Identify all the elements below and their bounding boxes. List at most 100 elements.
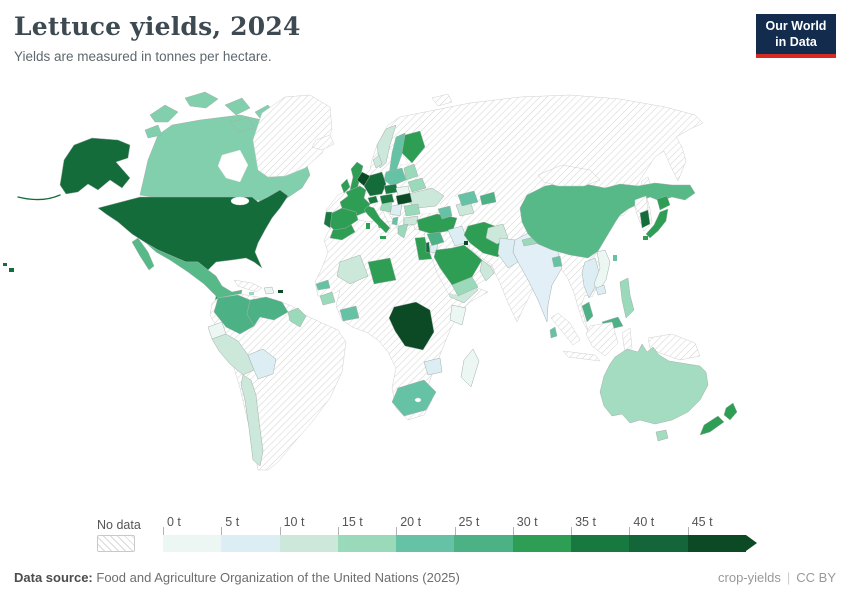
country-guinea[interactable] — [319, 291, 336, 306]
country-taiwan[interactable] — [613, 255, 617, 261]
country-chile[interactable] — [240, 374, 264, 467]
legend-segment[interactable] — [454, 535, 513, 552]
country-denmark[interactable] — [372, 154, 383, 169]
country-jamaica[interactable] — [249, 292, 254, 295]
country-oman[interactable] — [479, 259, 495, 282]
country-cambodia[interactable] — [595, 284, 607, 296]
country-mongolia[interactable] — [537, 164, 601, 187]
country-uzbekistan[interactable] — [457, 190, 479, 207]
hawaii-island[interactable] — [9, 268, 14, 272]
country-greece[interactable] — [397, 223, 409, 239]
legend-segment[interactable] — [571, 535, 630, 552]
legend-tick-mark — [629, 527, 631, 535]
footer-links: crop-yields | CC BY — [718, 570, 836, 585]
country-netherlands-belgium[interactable] — [356, 171, 371, 187]
legend-tick-mark — [512, 527, 514, 535]
svalbard[interactable] — [431, 93, 453, 107]
country-kenya[interactable] — [449, 304, 467, 326]
legend-segment[interactable] — [279, 535, 338, 552]
country-niger[interactable] — [367, 257, 397, 285]
country-czechia[interactable] — [383, 183, 399, 195]
country-hungary[interactable] — [395, 192, 413, 206]
country-sri-lanka[interactable] — [549, 326, 558, 339]
footer-license[interactable]: CC BY — [796, 570, 836, 585]
hawaii[interactable] — [3, 263, 7, 266]
country-guyana-suriname[interactable] — [287, 307, 307, 328]
country-senegal[interactable] — [315, 279, 331, 291]
legend-segment[interactable] — [512, 535, 572, 552]
legend-tick-mark — [163, 527, 164, 535]
hudson-bay — [217, 149, 249, 183]
baja-california[interactable] — [131, 237, 155, 271]
country-mexico[interactable] — [145, 242, 243, 304]
sicily[interactable] — [380, 236, 386, 239]
country-norway[interactable] — [376, 124, 397, 169]
legend-segment[interactable] — [396, 535, 455, 552]
country-switzerland[interactable] — [367, 195, 379, 205]
country-japan-kyushu[interactable] — [643, 236, 648, 240]
country-new-zealand-south[interactable] — [699, 415, 725, 436]
country-australia[interactable] — [599, 343, 709, 425]
country-madagascar[interactable] — [460, 348, 480, 388]
country-japan-hokkaido[interactable] — [656, 195, 671, 211]
indonesia-no-data-region[interactable] — [550, 312, 701, 362]
country-syria-lebanon[interactable] — [426, 231, 445, 247]
country-philippines[interactable] — [619, 277, 635, 319]
country-dr-congo[interactable] — [388, 301, 435, 351]
world-map-svg[interactable] — [0, 85, 850, 507]
no-data-swatch[interactable] — [97, 535, 135, 552]
country-mali[interactable] — [336, 254, 369, 285]
country-finland[interactable] — [401, 130, 426, 164]
country-croatia-slovenia[interactable] — [379, 201, 393, 213]
country-romania[interactable] — [403, 203, 421, 217]
country-albania[interactable] — [391, 216, 399, 226]
sardinia[interactable] — [366, 223, 370, 229]
country-cote-divoire-ghana[interactable] — [339, 305, 360, 322]
country-venezuela[interactable] — [246, 296, 289, 327]
country-new-zealand-north[interactable] — [723, 402, 738, 421]
country-china[interactable] — [519, 181, 696, 259]
country-united-states[interactable] — [97, 189, 289, 271]
country-belarus[interactable] — [407, 177, 427, 193]
country-portugal[interactable] — [323, 211, 333, 229]
country-serbia-bosnia[interactable] — [389, 203, 403, 217]
country-cuba[interactable] — [233, 279, 263, 293]
country-south-africa[interactable] — [391, 379, 437, 417]
country-south-korea[interactable] — [639, 209, 651, 229]
country-thailand[interactable] — [581, 257, 600, 299]
country-kuwait[interactable] — [464, 241, 468, 245]
country-alaska[interactable] — [59, 137, 131, 195]
legend-segment[interactable] — [337, 535, 397, 552]
legend-tick-mark — [279, 527, 281, 535]
country-austria[interactable] — [379, 193, 395, 205]
country-japan-honshu[interactable] — [645, 208, 669, 239]
legend-color-bar[interactable] — [163, 535, 746, 552]
country-greenland[interactable] — [252, 94, 333, 178]
country-italy[interactable] — [363, 205, 391, 234]
country-ireland[interactable] — [340, 178, 351, 194]
country-hispaniola[interactable] — [263, 286, 275, 295]
country-iceland[interactable] — [311, 134, 335, 151]
country-zimbabwe[interactable] — [423, 357, 443, 376]
country-saudi-arabia[interactable] — [433, 244, 483, 286]
country-kyrgyzstan[interactable] — [479, 191, 497, 206]
legend-tick-label: 45 t — [691, 515, 713, 529]
country-yemen[interactable] — [451, 276, 479, 297]
map-legend: No data 0 t 5 t 10 t 15 t 20 t 25 t 30 t 35 t 40… — [0, 512, 850, 560]
legend-segment[interactable] — [629, 535, 688, 552]
legend-segment[interactable] — [687, 535, 746, 552]
legend-segment[interactable] — [163, 535, 222, 552]
country-bolivia[interactable] — [247, 348, 277, 380]
country-baltic-states[interactable] — [403, 163, 419, 181]
country-caucasus[interactable] — [437, 205, 453, 220]
chart-footer: Data source: Food and Agriculture Organi… — [14, 570, 836, 585]
country-bangladesh[interactable] — [551, 255, 563, 268]
tasmania[interactable] — [655, 429, 669, 442]
country-bulgaria[interactable] — [403, 215, 419, 227]
world-map[interactable] — [0, 85, 850, 507]
country-israel[interactable] — [425, 241, 431, 254]
footer-slug[interactable]: crop-yields — [718, 570, 781, 585]
country-puerto-rico[interactable] — [278, 290, 283, 293]
country-malaysia-peninsula[interactable] — [581, 301, 594, 323]
legend-segment[interactable] — [221, 535, 280, 552]
